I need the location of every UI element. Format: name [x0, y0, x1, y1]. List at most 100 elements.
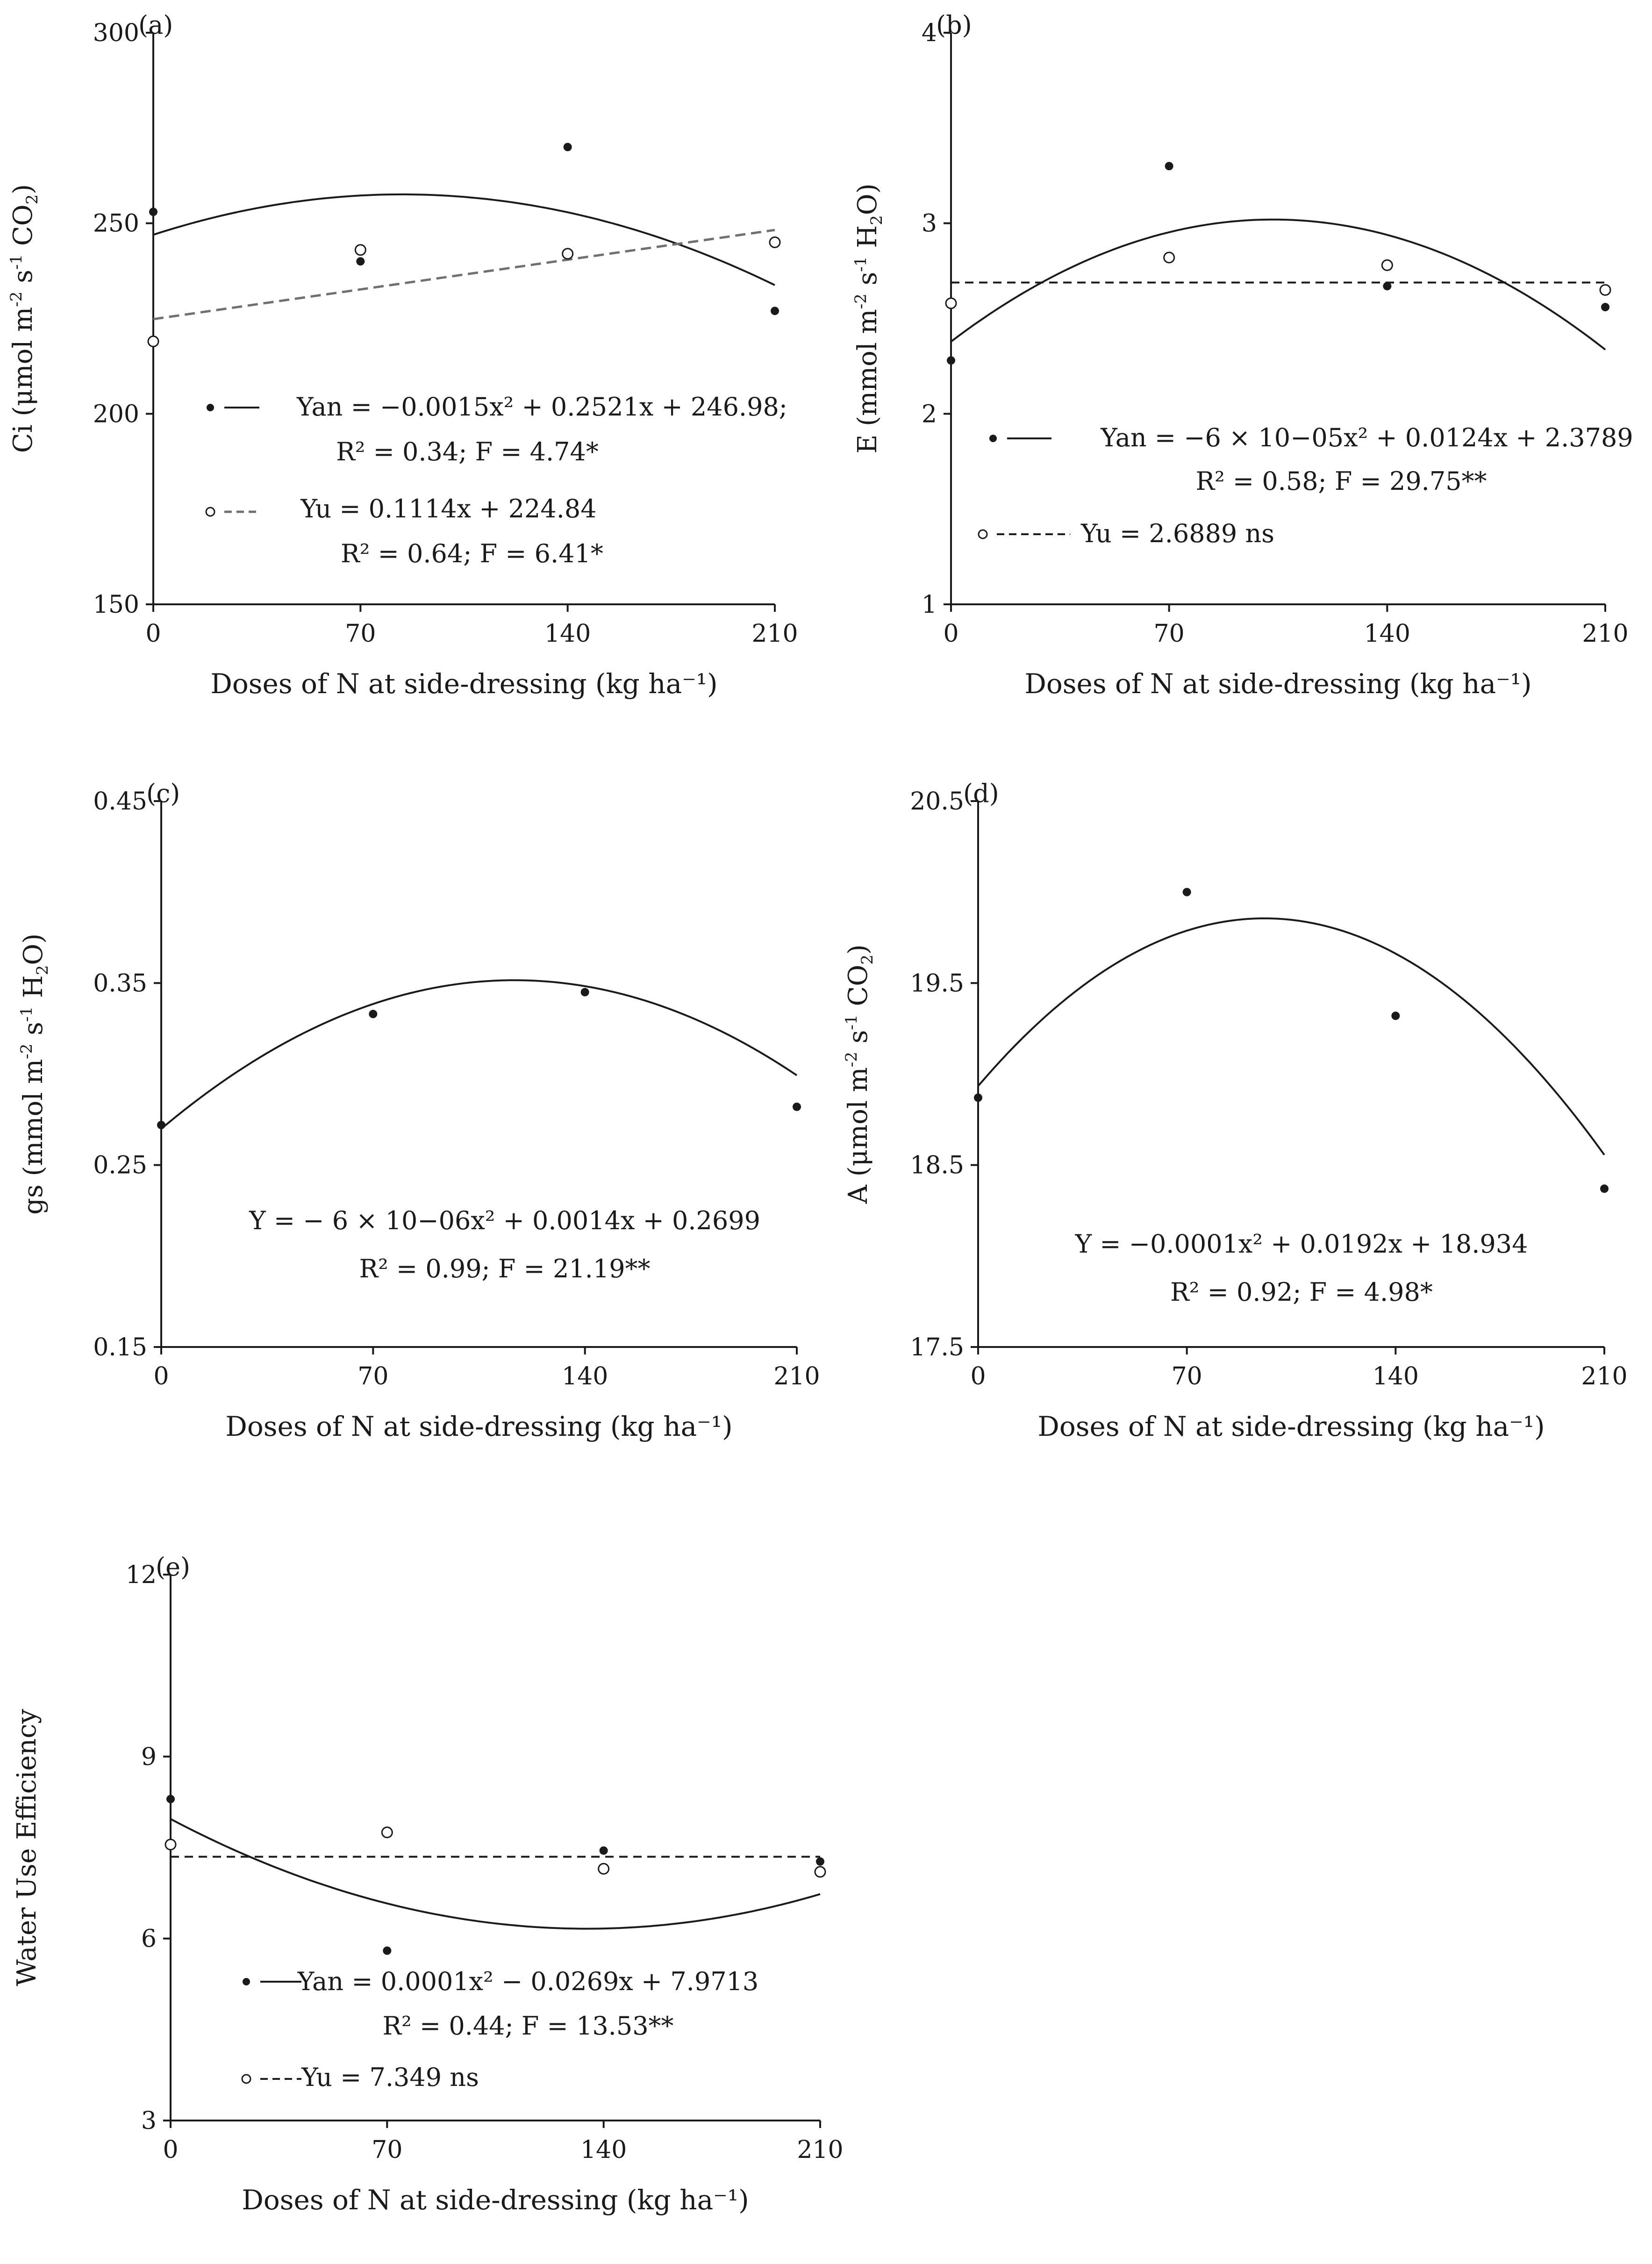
y-axis-title-part: E (mmol m: [852, 309, 883, 453]
data-point-yan: [1601, 303, 1609, 312]
data-point-y: [369, 1010, 378, 1018]
x-axis-title: Doses of N at side-dressing (kg ha⁻¹): [1024, 668, 1531, 700]
fit-line-yan: [950, 218, 1606, 351]
fit-line-y: [160, 979, 798, 1130]
y-axis-title-part: Water Use Efficiency: [12, 1709, 42, 1986]
y-axis-title-part: 2: [33, 965, 52, 975]
data-point-yu: [147, 335, 159, 347]
x-tick-label: 0: [145, 620, 161, 648]
y-axis-title-part: -2: [17, 1044, 36, 1059]
stats-yan: R² = 0.58; F = 29.75**: [1195, 466, 1487, 496]
y-axis-title: Ci (μmol m-2 s-1 CO2): [7, 184, 42, 453]
data-point-y: [974, 1093, 982, 1102]
y-tick-label: 3: [141, 2107, 157, 2135]
x-tick-label: 0: [970, 1362, 986, 1390]
equation-y: Y = −0.0001x² + 0.0192x + 18.934: [1074, 1229, 1528, 1259]
data-point-yu: [562, 248, 574, 260]
y-axis-title-part: A (μmol m: [843, 1067, 873, 1204]
x-tick-label: 70: [1172, 1362, 1202, 1390]
y-axis-title-part: Ci (μmol m: [8, 307, 38, 453]
y-tick-label: 19.5: [910, 969, 964, 997]
y-axis-title-part: ): [843, 945, 873, 955]
x-axis-title: Doses of N at side-dressing (kg ha⁻¹): [225, 1411, 732, 1442]
x-tick-label: 140: [1364, 620, 1410, 648]
data-point-y: [580, 988, 589, 996]
data-point-yu: [945, 297, 957, 309]
equation-yu: Yu = 2.6889 ns: [1080, 519, 1274, 548]
y-axis-title-part: s: [843, 1030, 873, 1052]
data-point-y: [157, 1121, 165, 1130]
x-tick-label: 70: [358, 1362, 388, 1390]
data-point-yan: [599, 1846, 608, 1855]
y-tick-label: 250: [93, 210, 139, 238]
x-tick-label: 140: [580, 2136, 627, 2164]
fit-line-yan: [170, 1818, 821, 1930]
stats-y: R² = 0.92; F = 4.98*: [1170, 1277, 1433, 1307]
stats-yan: R² = 0.34; F = 4.74*: [336, 437, 599, 466]
y-tick-label: 1: [922, 591, 937, 619]
y-axis-title: Water Use Efficiency: [12, 1709, 42, 1986]
data-point-y: [1600, 1184, 1609, 1193]
equation-yan: Yan = −6 × 10−05x² + 0.0124x + 2.3789: [1100, 423, 1633, 452]
y-tick-label: 12: [126, 1561, 157, 1589]
panel-c: 0.15 0.25 0.35 0.45 0 70 140 210 (c) Doses of N a…: [17, 779, 820, 1442]
y-axis-title: A (μmol m-2 s-1 CO2): [842, 945, 877, 1204]
x-tick-label: 210: [751, 620, 798, 648]
x-tick-label: 70: [1154, 620, 1185, 648]
x-tick-label: 140: [562, 1362, 608, 1390]
y-axis-title-part: -1: [851, 256, 870, 272]
data-point-y: [793, 1103, 801, 1111]
x-tick-label: 0: [943, 620, 958, 648]
data-point-yan: [356, 257, 365, 266]
data-point-yu: [354, 244, 366, 256]
panel-label: (c): [146, 779, 180, 808]
x-tick-label: 70: [345, 620, 376, 648]
data-point-yu: [164, 1839, 177, 1851]
y-axis-title: gs (mmol m-2 s-1 H2O): [17, 933, 52, 1215]
y-tick-label: 2: [922, 400, 937, 428]
y-axis-title: E (mmol m-2 s-1 H2O): [851, 183, 886, 453]
stats-yu: R² = 0.64; F = 6.41*: [341, 539, 603, 568]
y-axis-title-part: -1: [17, 1006, 36, 1022]
y-tick-label: 0.35: [93, 969, 147, 997]
y-tick-label: 4: [922, 19, 937, 47]
y-axis-title-part: H: [18, 975, 49, 1007]
x-tick-label: 140: [544, 620, 591, 648]
panel-e: 3 6 9 12 0 70 140 210 (e) Doses of N at side-dres…: [12, 1552, 844, 2216]
y-tick-label: 0.25: [93, 1152, 147, 1180]
data-point-yu: [381, 1827, 393, 1839]
data-point-yan: [771, 307, 779, 315]
y-tick-label: 20.5: [910, 788, 964, 816]
x-tick-label: 210: [797, 2136, 843, 2164]
equation-yu: Yu = 7.349 ns: [301, 2063, 479, 2092]
data-point-yu: [1381, 259, 1393, 271]
stats-y: R² = 0.99; F = 21.19**: [359, 1254, 650, 1283]
fit-line-yan: [153, 193, 775, 286]
y-axis-title-part: O): [18, 933, 49, 965]
data-point-yan: [563, 143, 572, 151]
data-point-yu: [598, 1863, 610, 1875]
y-tick-label: 6: [141, 1925, 157, 1953]
panel-b: 1 2 3 4 0 70 140 210 (b) Doses of N at side-dress…: [851, 10, 1633, 700]
x-tick-label: 210: [1581, 1362, 1627, 1390]
y-axis-title-part: CO: [843, 965, 873, 1015]
data-point-yan: [1383, 282, 1392, 291]
fit-line-y: [977, 917, 1605, 1156]
x-tick-label: 210: [1582, 620, 1628, 648]
x-axis-title: Doses of N at side-dressing (kg ha⁻¹): [210, 668, 717, 700]
y-axis-title-part: -1: [7, 254, 26, 270]
y-axis-title-part: s: [18, 1022, 49, 1044]
panel-d: 17.5 18.5 19.5 20.5 0 70 140 210 (d) Doses of N a…: [842, 779, 1628, 1442]
panel-a: 150 200 250 300 0 70 140 210 (a) Doses of N at si…: [7, 10, 798, 700]
equation-yu: Yu = 0.1114x + 224.84: [300, 494, 596, 523]
y-axis-title-part: ): [8, 184, 38, 194]
y-tick-label: 17.5: [910, 1333, 964, 1361]
y-axis-title-part: -1: [842, 1015, 861, 1030]
data-point-yan: [816, 1857, 824, 1866]
y-tick-label: 0.15: [93, 1333, 147, 1361]
panel-label: (e): [156, 1552, 190, 1582]
data-point-yan: [149, 208, 157, 216]
data-point-yu: [814, 1866, 826, 1878]
y-tick-label: 0.45: [93, 788, 147, 816]
